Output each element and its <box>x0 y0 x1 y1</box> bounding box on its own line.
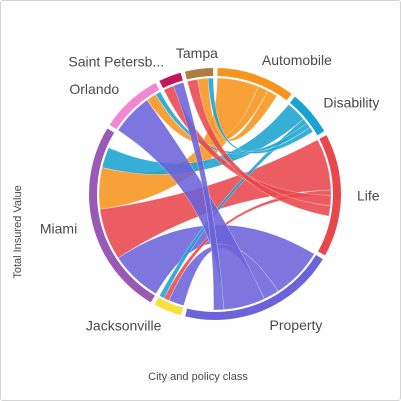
ribbon-miami-to-disability[interactable] <box>101 103 304 175</box>
arc-miami[interactable] <box>88 128 155 303</box>
arc-orlando[interactable] <box>109 82 160 130</box>
label-disability: Disability <box>323 94 379 110</box>
label-life: Life <box>357 188 380 204</box>
chord-ribbons <box>98 77 332 311</box>
arc-tampa[interactable] <box>184 68 214 80</box>
label-tampa: Tampa <box>176 45 218 61</box>
label-miami: Miami <box>40 220 77 236</box>
label-saint-petersb: Saint Petersb... <box>68 53 164 69</box>
ribbon-tampa-to-disability[interactable] <box>207 77 314 154</box>
arc-jacksonville[interactable] <box>154 297 184 316</box>
chord-arcs <box>88 68 341 320</box>
arc-saint-petersb[interactable] <box>159 72 183 89</box>
ribbon-saint-petersb-to-property[interactable] <box>173 82 225 311</box>
ribbon-orlando-to-property[interactable] <box>117 99 265 310</box>
label-jacksonville: Jacksonville <box>86 318 162 334</box>
chord-labels: Automobile Disability Life Property Jacksonv… <box>40 45 380 333</box>
x-axis-title: City and policy class <box>148 371 248 383</box>
label-orlando: Orlando <box>69 81 119 97</box>
label-automobile: Automobile <box>262 52 332 68</box>
y-axis-title: Total Insured Value <box>12 185 24 278</box>
arc-property[interactable] <box>185 255 323 320</box>
label-property: Property <box>270 317 323 333</box>
arc-automobile[interactable] <box>217 68 292 101</box>
arc-life[interactable] <box>318 135 341 256</box>
arc-disability[interactable] <box>289 96 325 136</box>
